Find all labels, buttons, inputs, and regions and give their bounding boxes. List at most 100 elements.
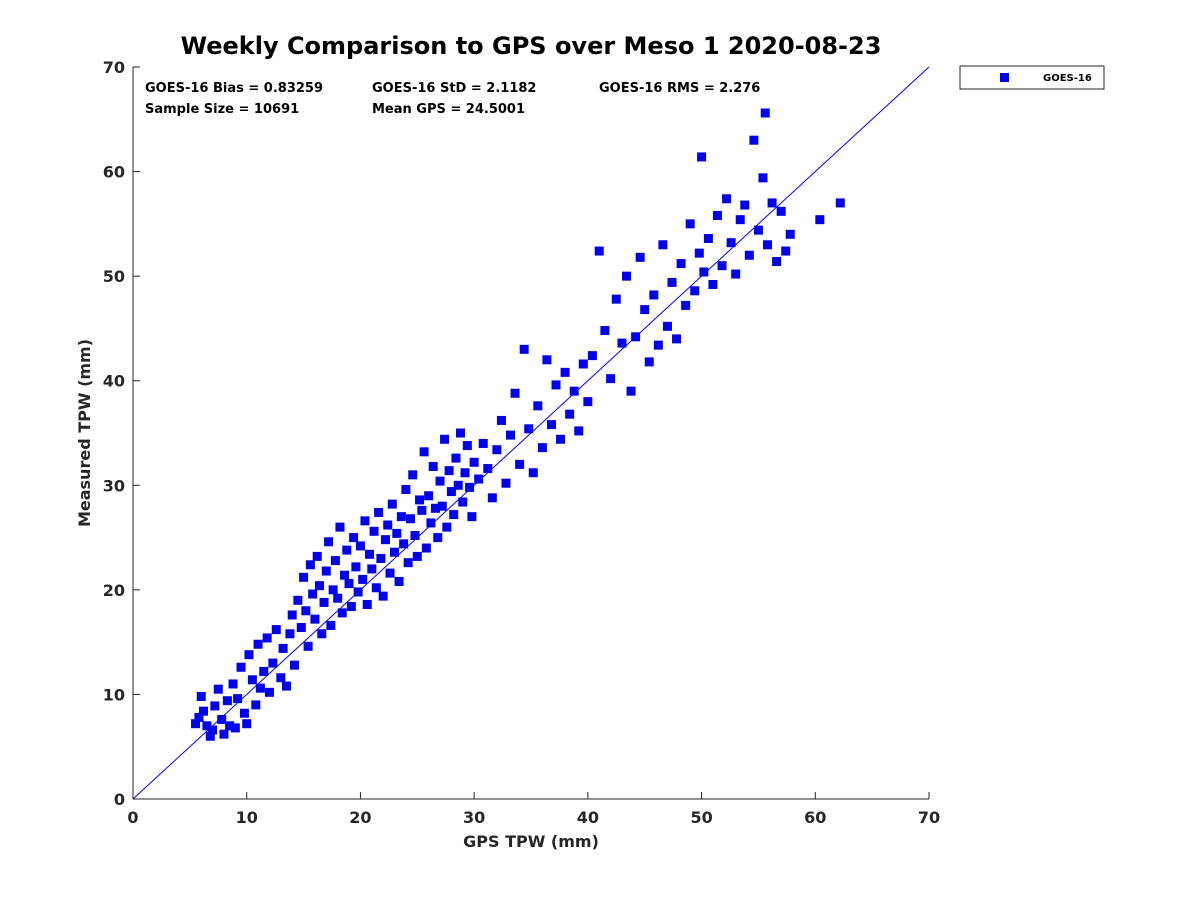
data-point [760, 108, 770, 118]
data-point [293, 595, 303, 605]
data-point [506, 430, 516, 440]
stat-std: GOES-16 StD = 2.1182 [372, 81, 536, 96]
data-point [722, 194, 732, 204]
data-point [399, 539, 409, 549]
x-tick-label: 70 [918, 808, 940, 827]
data-point [337, 608, 347, 618]
data-point [351, 562, 361, 572]
y-tick-label: 20 [103, 581, 125, 600]
data-point [276, 673, 286, 683]
data-point [319, 597, 329, 607]
data-point [392, 528, 402, 538]
data-point [744, 250, 754, 260]
data-point [574, 426, 584, 436]
y-tick-label: 70 [103, 58, 125, 77]
data-point [271, 625, 281, 635]
data-point [426, 518, 436, 528]
data-point [467, 512, 477, 522]
data-point [478, 438, 488, 448]
data-point [785, 229, 795, 239]
x-axis-ticks: 0 10 20 30 40 50 60 70 [127, 792, 940, 827]
data-point [551, 380, 561, 390]
data-point [310, 614, 320, 624]
data-point [405, 514, 415, 524]
data-point [244, 650, 254, 660]
data-point [367, 564, 377, 574]
data-point [442, 522, 452, 532]
data-point [712, 210, 722, 220]
x-tick-label: 20 [349, 808, 371, 827]
y-tick-label: 50 [103, 267, 125, 286]
data-point [781, 246, 791, 256]
data-point [749, 135, 759, 145]
y-tick-label: 0 [114, 790, 125, 809]
data-point [419, 447, 429, 457]
data-point [208, 725, 218, 735]
data-point [340, 570, 350, 580]
x-tick-label: 10 [236, 808, 258, 827]
data-point [622, 271, 632, 281]
y-tick-label: 60 [103, 163, 125, 182]
data-point [699, 267, 709, 277]
data-point [285, 629, 295, 639]
data-point [487, 493, 497, 503]
data-point [600, 326, 610, 336]
data-point [205, 731, 215, 741]
data-point [415, 495, 425, 505]
y-tick-label: 30 [103, 476, 125, 495]
data-point [449, 510, 459, 520]
data-point [376, 553, 386, 563]
data-point [225, 721, 235, 731]
data-point [303, 641, 313, 651]
y-axis-label: Measured TPW (mm) [75, 339, 94, 527]
data-point [681, 300, 691, 310]
y-axis-ticks: 0 10 20 30 40 50 60 70 [103, 58, 140, 809]
data-point [546, 420, 556, 430]
x-tick-label: 40 [577, 808, 599, 827]
data-point [369, 526, 379, 536]
data-point [344, 579, 354, 589]
data-point [569, 386, 579, 396]
data-point [242, 719, 252, 729]
x-tick-label: 50 [690, 808, 712, 827]
data-point [717, 261, 727, 271]
y-tick-label: 10 [103, 685, 125, 704]
data-point [653, 340, 663, 350]
data-point [594, 246, 604, 256]
x-axis-label: GPS TPW (mm) [463, 832, 599, 851]
data-point [401, 484, 411, 494]
data-point [583, 397, 593, 407]
data-point [296, 623, 306, 633]
data-point [239, 708, 249, 718]
data-point [228, 679, 238, 689]
data-point [191, 719, 201, 729]
data-point [403, 558, 413, 568]
data-point [776, 206, 786, 216]
data-point [565, 409, 575, 419]
stat-rms: GOES-16 RMS = 2.276 [599, 81, 760, 96]
data-point [383, 520, 393, 530]
data-point [202, 721, 212, 731]
data-point [606, 374, 616, 384]
data-point [410, 530, 420, 540]
data-point [519, 344, 529, 354]
data-point [578, 359, 588, 369]
data-point [524, 424, 534, 434]
chart-title: Weekly Comparison to GPS over Meso 1 202… [181, 32, 882, 60]
data-point [247, 675, 257, 685]
data-point [658, 240, 668, 250]
data-point [210, 701, 220, 711]
data-point [321, 566, 331, 576]
data-point [542, 355, 552, 365]
data-point [328, 585, 338, 595]
data-point [421, 543, 431, 553]
data-point [251, 700, 261, 710]
data-point [358, 574, 368, 584]
data-point [474, 474, 484, 484]
data-point [767, 198, 777, 208]
data-point [378, 591, 388, 601]
data-point [259, 666, 269, 676]
data-point [815, 215, 825, 225]
data-point [278, 643, 288, 653]
